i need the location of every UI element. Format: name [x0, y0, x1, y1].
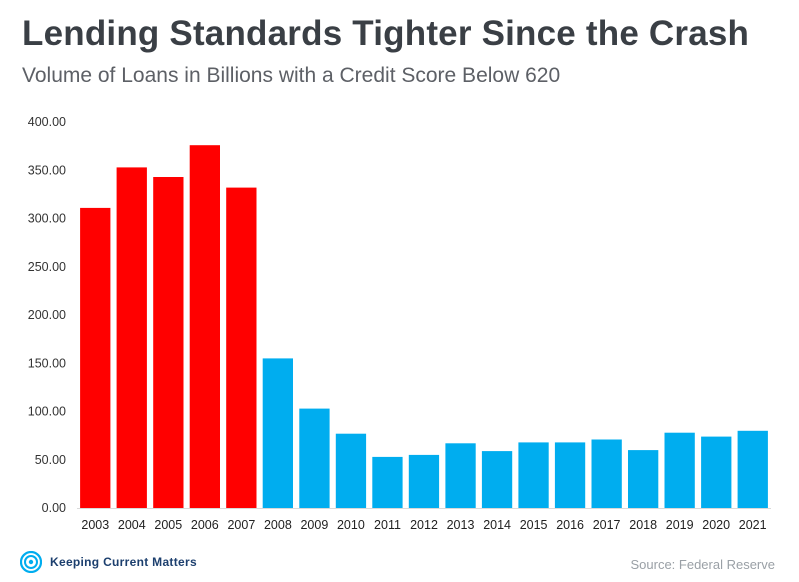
y-tick-label: 400.00 — [28, 115, 66, 129]
x-tick-label: 2017 — [593, 518, 621, 532]
y-tick-label: 200.00 — [28, 308, 66, 322]
x-tick-label: 2006 — [191, 518, 219, 532]
bar-2011 — [372, 456, 403, 508]
x-tick-label: 2008 — [264, 518, 292, 532]
bar-2016 — [554, 442, 586, 508]
x-tick-label: 2012 — [410, 518, 438, 532]
bar-2005 — [153, 177, 184, 508]
bar-2009 — [299, 408, 330, 508]
source-note: Source: Federal Reserve — [630, 557, 775, 572]
x-tick-label: 2019 — [666, 518, 694, 532]
x-tick-label: 2020 — [702, 518, 730, 532]
x-tick-label: 2014 — [483, 518, 511, 532]
bar-2018 — [628, 450, 659, 508]
x-tick-label: 2003 — [81, 518, 109, 532]
bar-2007 — [226, 187, 257, 508]
y-tick-label: 0.00 — [42, 501, 66, 515]
brand-logo: Keeping Current Matters — [20, 551, 197, 573]
x-tick-label: 2021 — [739, 518, 767, 532]
x-tick-label: 2009 — [300, 518, 328, 532]
x-tick-label: 2011 — [374, 518, 401, 532]
y-tick-label: 250.00 — [28, 260, 66, 274]
chart-subtitle: Volume of Loans in Billions with a Credi… — [22, 64, 561, 87]
bar-2013 — [445, 443, 476, 508]
bar-2019 — [664, 432, 695, 508]
y-tick-label: 100.00 — [28, 405, 66, 419]
x-tick-label: 2004 — [118, 518, 146, 532]
brand-name: Keeping Current Matters — [50, 555, 197, 569]
bar-2014 — [481, 451, 513, 508]
bar-2006 — [189, 145, 220, 508]
bar-2003 — [80, 207, 111, 508]
x-tick-label: 2005 — [154, 518, 182, 532]
bar-2017 — [591, 439, 622, 508]
bar-2015 — [518, 442, 549, 508]
y-tick-label: 50.00 — [35, 453, 66, 467]
bar-2012 — [408, 454, 440, 508]
y-tick-label: 300.00 — [28, 212, 66, 226]
y-tick-label: 150.00 — [28, 356, 66, 370]
x-tick-label: 2010 — [337, 518, 365, 532]
x-tick-label: 2007 — [227, 518, 255, 532]
kcm-swirl-icon — [20, 551, 42, 573]
x-tick-label: 2015 — [520, 518, 548, 532]
chart-title: Lending Standards Tighter Since the Cras… — [22, 14, 750, 53]
x-tick-label: 2013 — [447, 518, 475, 532]
bar-2020 — [701, 436, 732, 508]
bar-2021 — [737, 430, 768, 508]
y-tick-label: 350.00 — [28, 163, 66, 177]
bar-2004 — [116, 167, 147, 508]
bar-2008 — [262, 358, 293, 508]
bar-2010 — [335, 433, 367, 508]
x-tick-label: 2018 — [629, 518, 657, 532]
x-tick-label: 2016 — [556, 518, 584, 532]
